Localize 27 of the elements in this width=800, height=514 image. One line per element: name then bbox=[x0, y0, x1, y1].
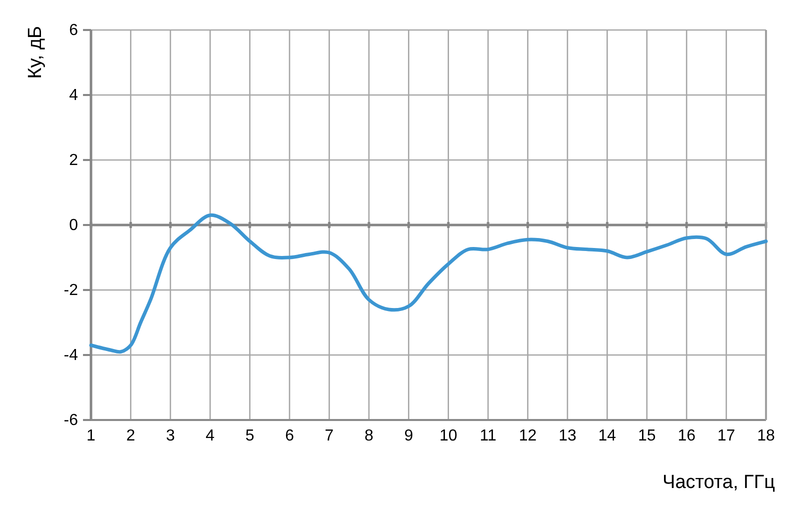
x-tick-label: 9 bbox=[404, 428, 414, 445]
y-tick-label: 4 bbox=[69, 87, 78, 104]
x-tick-label: 11 bbox=[480, 428, 496, 445]
x-axis-title: Частота, ГГц bbox=[662, 472, 776, 493]
y-tick-label: 6 bbox=[69, 22, 78, 40]
x-tick-label: 18 bbox=[757, 428, 775, 445]
x-tick-label: 6 bbox=[285, 428, 294, 445]
y-tick-label: 2 bbox=[69, 152, 78, 170]
x-tick-label: 5 bbox=[245, 428, 254, 445]
x-tick-label: 1 bbox=[86, 428, 96, 445]
y-tick-label: -2 bbox=[64, 282, 78, 300]
y-axis-title: Ку, дБ bbox=[25, 26, 46, 79]
y-tick-label: -4 bbox=[64, 347, 78, 364]
x-tick-label: 2 bbox=[126, 428, 136, 445]
y-tick-label: -6 bbox=[64, 412, 78, 430]
x-tick-label: 3 bbox=[166, 428, 175, 445]
x-tick-label: 17 bbox=[717, 428, 736, 445]
x-tick-label: 14 bbox=[598, 428, 616, 445]
x-tick-label: 4 bbox=[206, 428, 215, 445]
y-tick-label: 0 bbox=[69, 217, 78, 234]
x-tick-label: 8 bbox=[364, 428, 374, 445]
x-tick-label: 7 bbox=[324, 428, 334, 445]
x-tick-label: 10 bbox=[439, 428, 458, 445]
x-tick-label: 13 bbox=[558, 428, 576, 445]
x-tick-label: 12 bbox=[518, 428, 537, 445]
x-tick-label: 15 bbox=[638, 428, 656, 445]
x-tick-label: 16 bbox=[678, 428, 696, 445]
